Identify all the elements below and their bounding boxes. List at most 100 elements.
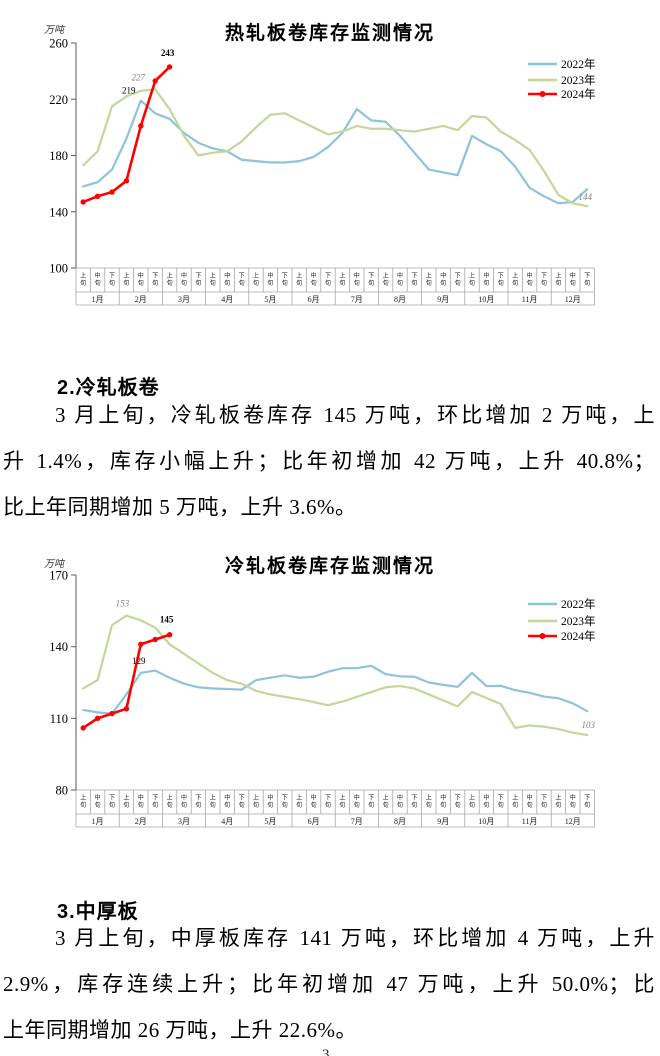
svg-text:中旬: 中旬 <box>311 272 317 288</box>
svg-text:10月: 10月 <box>478 295 494 304</box>
svg-text:中旬: 中旬 <box>181 272 187 288</box>
svg-text:上旬: 上旬 <box>123 794 129 810</box>
svg-text:2月: 2月 <box>135 295 147 304</box>
svg-text:上旬: 上旬 <box>80 794 86 810</box>
svg-text:140: 140 <box>49 205 68 219</box>
svg-text:中旬: 中旬 <box>311 794 317 810</box>
svg-text:2023年: 2023年 <box>561 614 596 628</box>
svg-text:220: 220 <box>49 93 68 107</box>
svg-text:上旬: 上旬 <box>123 272 129 288</box>
section-heading-cold-rolled: 2.冷轧板卷 <box>57 376 160 399</box>
svg-text:上旬: 上旬 <box>555 272 561 288</box>
svg-text:上旬: 上旬 <box>512 794 518 810</box>
svg-text:7月: 7月 <box>351 817 363 826</box>
chart-title: 热轧板卷库存监测情况 <box>224 23 435 44</box>
svg-text:下旬: 下旬 <box>239 795 245 810</box>
y-axis-unit-label: 万吨 <box>44 25 64 36</box>
svg-text:下旬: 下旬 <box>109 795 115 810</box>
svg-text:上旬: 上旬 <box>339 272 345 288</box>
svg-text:3月: 3月 <box>178 817 190 826</box>
svg-text:下旬: 下旬 <box>368 795 374 810</box>
svg-text:下旬: 下旬 <box>325 273 331 288</box>
svg-text:11月: 11月 <box>522 295 538 304</box>
svg-text:1月: 1月 <box>92 295 104 304</box>
svg-text:下旬: 下旬 <box>584 273 590 288</box>
svg-text:80: 80 <box>56 784 69 798</box>
paragraph-line: 2.9%，库存连续上升；比年初增加 47 万吨，上升 50.0%；比 <box>3 972 655 996</box>
svg-text:中旬: 中旬 <box>138 794 144 810</box>
paragraph-line: 3 月上旬，中厚板库存 141 万吨，环比增加 4 万吨，上升 <box>55 926 655 950</box>
svg-text:103: 103 <box>581 720 595 730</box>
svg-text:下旬: 下旬 <box>109 273 115 288</box>
svg-text:7月: 7月 <box>351 295 363 304</box>
svg-text:下旬: 下旬 <box>411 273 417 288</box>
svg-text:中旬: 中旬 <box>181 794 187 810</box>
svg-text:9月: 9月 <box>437 817 449 826</box>
svg-text:2022年: 2022年 <box>561 57 596 71</box>
svg-text:中旬: 中旬 <box>354 272 360 288</box>
svg-text:上旬: 上旬 <box>253 794 259 810</box>
svg-text:下旬: 下旬 <box>411 795 417 810</box>
svg-text:下旬: 下旬 <box>282 273 288 288</box>
svg-text:5月: 5月 <box>264 295 276 304</box>
svg-text:上旬: 上旬 <box>512 272 518 288</box>
section-heading-medium-plate: 3.中厚板 <box>57 900 139 923</box>
svg-text:下旬: 下旬 <box>455 795 461 810</box>
svg-text:中旬: 中旬 <box>267 794 273 810</box>
paragraph-line: 上年同期增加 26 万吨，上升 22.6%。 <box>3 1018 357 1042</box>
hot-rolled-chart: 万吨 热轧板卷库存监测情况 260 220 180 140 100 上旬 中旬 下旬 上旬 中旬下… <box>0 8 660 310</box>
svg-text:5月: 5月 <box>264 817 276 826</box>
svg-text:2023年: 2023年 <box>561 73 596 87</box>
svg-text:12月: 12月 <box>565 295 581 304</box>
svg-text:下旬: 下旬 <box>282 795 288 810</box>
paragraph-line: 升 1.4%，库存小幅上升；比年初增加 42 万吨，上升 40.8%； <box>3 449 655 473</box>
svg-text:中旬: 中旬 <box>397 272 403 288</box>
svg-text:中旬: 中旬 <box>570 794 576 810</box>
svg-text:下旬: 下旬 <box>368 273 374 288</box>
svg-text:140: 140 <box>49 640 68 654</box>
svg-text:4月: 4月 <box>221 817 233 826</box>
svg-text:中旬: 中旬 <box>483 272 489 288</box>
svg-text:中旬: 中旬 <box>527 272 533 288</box>
svg-text:243: 243 <box>161 48 175 58</box>
svg-text:180: 180 <box>49 149 68 163</box>
svg-text:下旬: 下旬 <box>541 273 547 288</box>
svg-text:219: 219 <box>122 86 136 96</box>
paragraph-line: 比上年同期增加 5 万吨，上升 3.6%。 <box>3 495 357 519</box>
svg-text:8月: 8月 <box>394 295 406 304</box>
svg-text:144: 144 <box>578 192 592 202</box>
svg-text:下旬: 下旬 <box>498 795 504 810</box>
svg-text:下旬: 下旬 <box>455 273 461 288</box>
svg-text:2024年: 2024年 <box>561 87 596 101</box>
svg-text:中旬: 中旬 <box>397 794 403 810</box>
svg-text:中旬: 中旬 <box>95 272 101 288</box>
chart-title: 冷轧板卷库存监测情况 <box>224 556 435 577</box>
svg-text:260: 260 <box>49 37 68 51</box>
svg-text:上旬: 上旬 <box>426 794 432 810</box>
svg-text:3月: 3月 <box>178 295 190 304</box>
svg-text:下旬: 下旬 <box>584 795 590 810</box>
svg-text:2024年: 2024年 <box>561 629 596 643</box>
svg-text:下旬: 下旬 <box>239 273 245 288</box>
svg-text:下旬: 下旬 <box>195 273 201 288</box>
svg-text:上旬: 上旬 <box>167 272 173 288</box>
svg-text:145: 145 <box>160 615 174 625</box>
svg-text:中旬: 中旬 <box>483 794 489 810</box>
svg-text:6月: 6月 <box>308 817 320 826</box>
svg-text:中旬: 中旬 <box>138 272 144 288</box>
svg-text:下旬: 下旬 <box>541 795 547 810</box>
svg-text:上旬: 上旬 <box>167 794 173 810</box>
svg-text:上旬: 上旬 <box>426 272 432 288</box>
svg-text:中旬: 中旬 <box>95 794 101 810</box>
svg-text:8月: 8月 <box>394 817 406 826</box>
svg-text:中旬: 中旬 <box>570 272 576 288</box>
svg-text:下旬: 下旬 <box>195 795 201 810</box>
svg-text:中旬: 中旬 <box>267 272 273 288</box>
svg-text:上旬: 上旬 <box>339 794 345 810</box>
svg-text:2月: 2月 <box>135 817 147 826</box>
svg-text:6月: 6月 <box>308 295 320 304</box>
svg-text:中旬: 中旬 <box>527 794 533 810</box>
svg-text:129: 129 <box>132 656 146 666</box>
svg-text:11月: 11月 <box>522 817 538 826</box>
